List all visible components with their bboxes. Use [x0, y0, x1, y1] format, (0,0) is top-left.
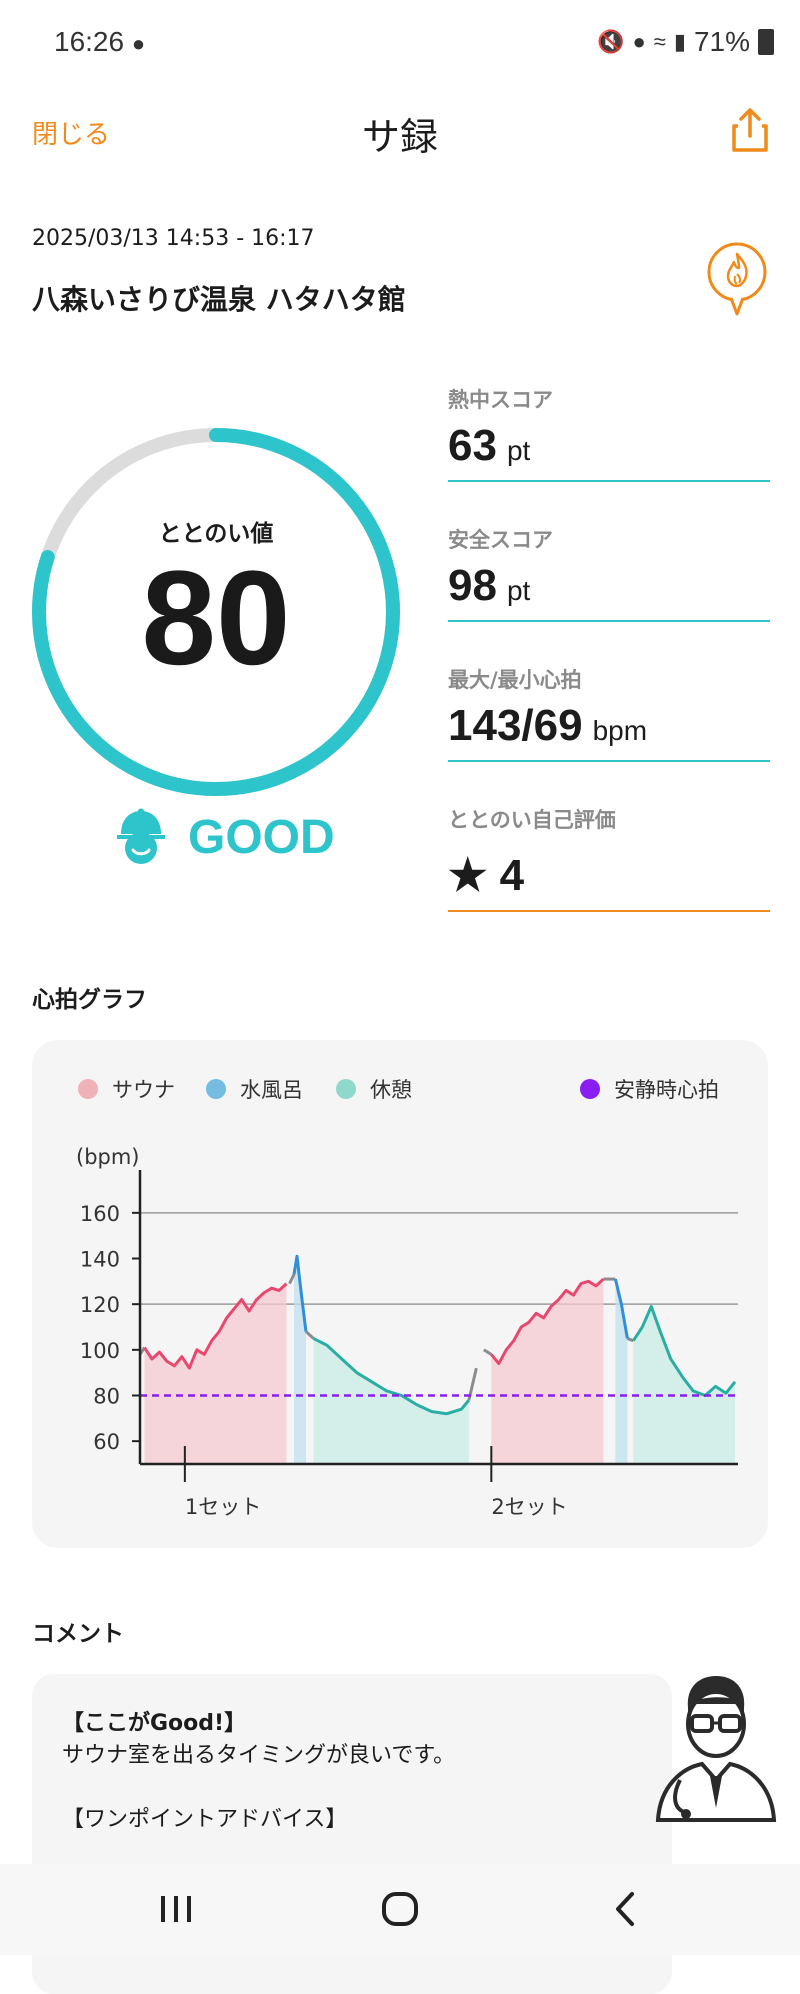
legend-resting-hr: 安静時心拍: [580, 1074, 719, 1104]
self-rating-metric[interactable]: ととのい自己評価 ★ 4: [448, 804, 770, 913]
series-area: [313, 1338, 469, 1464]
score-value: 80: [141, 544, 291, 693]
good-body: サウナ室を出るタイミングが良いです。: [62, 1743, 456, 1768]
safety-score-metric: 安全スコア 98 pt: [448, 524, 770, 623]
divider: [448, 910, 770, 913]
divider: [448, 480, 770, 483]
metric-value: 98: [448, 561, 497, 610]
metric-unit: pt: [506, 575, 531, 606]
sauna-flame-icon[interactable]: [704, 240, 770, 318]
metric-unit: bpm: [592, 715, 648, 746]
series-line: [613, 1278, 629, 1339]
transition-line: [288, 1273, 296, 1285]
y-tick-label: 100: [80, 1339, 120, 1363]
recent-apps-icon[interactable]: [146, 1886, 206, 1932]
session-date-range: 2025/03/13 14:53 - 16:17: [32, 226, 315, 251]
mood-indicator: GOOD: [116, 808, 335, 866]
legend-label: 水風呂: [240, 1078, 303, 1102]
series-line: [490, 1277, 605, 1366]
metric-label: 熱中スコア: [448, 388, 553, 412]
y-axis-label: (bpm): [76, 1145, 140, 1169]
transition-line: [483, 1348, 493, 1356]
home-icon[interactable]: [370, 1886, 430, 1932]
divider: [448, 620, 770, 623]
metric-value: ★ 4: [448, 851, 525, 900]
status-icons: 🔇 ● ≈ ▮ 71%: [597, 26, 774, 58]
y-tick-label: 120: [80, 1293, 120, 1317]
y-tick-label: 160: [80, 1202, 120, 1226]
legend-label: 休憩: [370, 1078, 412, 1102]
comment-text: 【ここがGood!】 サウナ室を出るタイミングが良いです。 【ワンポイントアドバ…: [62, 1708, 455, 1836]
page-title: サ録: [361, 115, 438, 159]
legend-sauna: サウナ: [78, 1074, 175, 1104]
y-tick-label: 60: [93, 1430, 120, 1454]
signal-icon: ▮: [673, 29, 686, 54]
good-heading: 【ここがGood!】: [62, 1711, 247, 1736]
legend-cold-bath: 水風呂: [206, 1074, 303, 1104]
share-icon[interactable]: [730, 106, 770, 154]
legend-dot: [336, 1079, 356, 1099]
legend-dot: [206, 1079, 226, 1099]
status-time: 16:26 ●: [54, 26, 146, 57]
series-line: [292, 1254, 308, 1332]
heart-rate-chart: (bpm) 60 80 100 120 140 160 1セット 2セット: [76, 1145, 738, 1519]
series-line: [312, 1337, 471, 1416]
battery-level: 71%: [693, 26, 750, 57]
system-nav-bar: [0, 1864, 800, 1955]
drop-icon: ●: [131, 31, 146, 56]
comment-title: コメント: [32, 1621, 124, 1647]
heat-score-metric: 熱中スコア 63 pt: [448, 384, 770, 483]
legend-dot: [580, 1079, 600, 1099]
advice-heading: 【ワンポイントアドバイス】: [62, 1807, 348, 1832]
metric-unit: pt: [506, 435, 531, 466]
score-label: ととのい値: [158, 521, 274, 547]
legend-dot: [78, 1079, 98, 1099]
mute-icon: 🔇: [597, 29, 625, 54]
score-ring: [32, 428, 400, 796]
transition-line: [626, 1337, 634, 1343]
series-area: [633, 1306, 736, 1464]
series-area: [491, 1279, 604, 1464]
venue-name: 八森いさりび温泉 ハタハタ館: [32, 283, 406, 316]
score-ring-progress: [32, 428, 400, 796]
x-tick-label: 2セット: [491, 1495, 567, 1519]
heart-graph-card: サウナ 水風呂 休憩 安静時心拍 (bpm) 60 80 100 120 140 160 1セ…: [32, 1040, 768, 1548]
series-line: [632, 1304, 737, 1397]
divider: [448, 760, 770, 763]
metric-value: 63: [448, 421, 497, 470]
metric-label: ととのい自己評価: [448, 808, 616, 832]
close-button[interactable]: 閉じる: [32, 120, 111, 150]
legend-rest: 休憩: [336, 1074, 412, 1104]
heart-graph-title: 心拍グラフ: [32, 987, 147, 1013]
x-tick-label: 1セット: [185, 1495, 261, 1519]
mood-label: GOOD: [188, 810, 335, 864]
series-line: [143, 1282, 288, 1370]
metric-label: 安全スコア: [448, 528, 553, 552]
series-area: [144, 1283, 287, 1464]
transition-line: [304, 1330, 315, 1340]
y-tick-label: 140: [80, 1248, 120, 1272]
sauna-hat-face-icon: [117, 808, 165, 864]
metric-value: 143/69: [448, 701, 583, 750]
back-icon[interactable]: [596, 1886, 656, 1932]
legend-label: 安静時心拍: [614, 1078, 719, 1102]
heart-rate-metric: 最大/最小心拍 143/69 bpm: [448, 664, 770, 763]
metric-label: 最大/最小心拍: [448, 668, 582, 692]
battery-icon: [758, 29, 774, 55]
y-tick-label: 80: [93, 1385, 120, 1409]
location-icon: ●: [632, 29, 646, 54]
wifi-icon: ≈: [653, 29, 666, 54]
legend-label: サウナ: [112, 1078, 175, 1102]
doctor-avatar-icon: [655, 1676, 777, 1822]
